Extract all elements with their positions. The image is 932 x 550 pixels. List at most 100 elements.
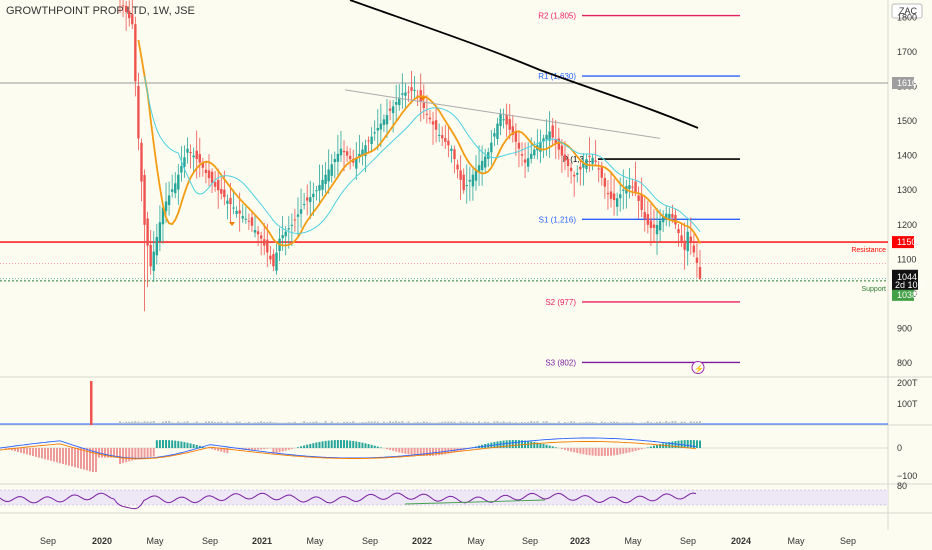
macd-histogram-bar <box>355 441 358 448</box>
macd-histogram-bar <box>539 443 542 448</box>
candle-body <box>315 190 318 192</box>
tag-1610-text: 1610 <box>897 78 917 88</box>
macd-histogram-bar <box>83 448 85 470</box>
candle-body <box>480 160 484 171</box>
y-tick-label: 1700 <box>897 47 917 57</box>
macd-histogram-bar <box>533 441 536 448</box>
candle-body <box>487 152 490 159</box>
candle-body <box>453 149 456 160</box>
candle-body <box>588 155 591 157</box>
macd-histogram-bar <box>32 448 34 456</box>
volume-bar <box>579 422 582 424</box>
volume-bar <box>149 421 152 424</box>
volume-bar <box>496 421 499 424</box>
macd-histogram-bar <box>689 440 692 448</box>
macd-histogram-bar <box>174 440 177 448</box>
macd-histogram-bar <box>576 448 579 454</box>
candle-body <box>391 106 395 114</box>
x-tick-label: 2023 <box>570 536 590 546</box>
volume-bar <box>300 422 303 424</box>
volume-bar <box>217 421 220 424</box>
volume-bar <box>379 422 382 424</box>
volume-bar <box>214 422 217 424</box>
volume-bar <box>180 422 183 424</box>
candle-body <box>477 165 481 173</box>
macd-histogram-bar <box>385 448 388 450</box>
volume-bar <box>631 421 634 424</box>
volume-bar <box>333 422 336 424</box>
volume-bar <box>597 422 600 424</box>
candle-body <box>401 93 404 95</box>
candle-body <box>603 178 607 187</box>
macd-histogram-bar <box>631 448 634 452</box>
candle-body <box>226 200 229 204</box>
chart-title: GROWTHPOINT PROP LTD, 1W, JSE <box>6 5 195 17</box>
volume-bar <box>493 421 496 424</box>
candle-body <box>576 172 579 175</box>
candle-body <box>444 138 447 142</box>
macd-histogram-bar <box>312 443 315 448</box>
support-tag-box <box>892 288 914 301</box>
macd-histogram-bar <box>68 448 70 466</box>
volume-bar <box>373 421 376 424</box>
macd-histogram-bar <box>143 448 146 458</box>
volume-bar <box>303 421 306 424</box>
volume-bar <box>622 422 625 424</box>
candle-body <box>296 214 300 217</box>
volume-bar <box>192 422 195 424</box>
x-tick-label: Sep <box>840 536 856 546</box>
macd-histogram-bar <box>628 448 631 453</box>
volume-bar <box>573 421 576 424</box>
candle-body <box>407 91 410 93</box>
macd-tick: 0 <box>897 443 902 453</box>
volume-bar <box>195 421 198 424</box>
candle-body <box>416 95 419 97</box>
rsi-tick: 80 <box>897 481 907 491</box>
fractal-marker <box>420 97 426 101</box>
macd-histogram-bar <box>71 448 73 467</box>
volume-bar <box>588 421 591 424</box>
candle-body <box>333 159 337 163</box>
volume-bar <box>444 421 447 424</box>
macd-histogram-bar <box>131 448 134 461</box>
candle-body <box>217 179 220 191</box>
candle-body <box>158 222 162 242</box>
macd-histogram-bar <box>14 448 16 452</box>
volume-bar <box>358 422 361 424</box>
macd-tick: −100 <box>897 471 917 481</box>
volume-bar <box>398 421 401 424</box>
candle-body <box>272 254 275 267</box>
candle-body <box>428 117 432 120</box>
macd-histogram-bar <box>122 448 125 464</box>
macd-histogram-bar <box>110 448 112 458</box>
volume-bar <box>241 422 244 424</box>
macd-histogram-bar <box>113 448 115 458</box>
macd-histogram-bar <box>300 446 303 448</box>
macd-histogram-bar <box>284 448 287 451</box>
volume-bar <box>456 422 459 424</box>
macd-histogram-bar <box>104 448 106 458</box>
macd-histogram-bar <box>116 448 118 458</box>
candle-body <box>367 140 370 142</box>
candle-body <box>232 207 235 209</box>
volume-bar <box>312 421 315 424</box>
candle-body <box>143 175 146 225</box>
volume-tick: 100T <box>897 399 918 409</box>
volume-bar <box>591 422 594 424</box>
macd-histogram-bar <box>180 441 183 448</box>
volume-bar <box>155 422 158 424</box>
volume-bar <box>389 421 392 424</box>
macd-histogram-bar <box>101 448 103 458</box>
volume-bar <box>278 422 281 424</box>
volume-bar <box>355 422 358 424</box>
volume-bar <box>557 421 560 424</box>
macd-histogram-bar <box>376 446 379 448</box>
last-price-text: 1044 <box>897 272 917 282</box>
currency-label: ZAC <box>899 6 918 16</box>
macd-histogram-bar <box>137 448 140 460</box>
candle-body <box>327 169 330 182</box>
macd-histogram-bar <box>649 446 652 448</box>
volume-bar <box>266 421 269 424</box>
macd-histogram-bar <box>398 448 401 453</box>
